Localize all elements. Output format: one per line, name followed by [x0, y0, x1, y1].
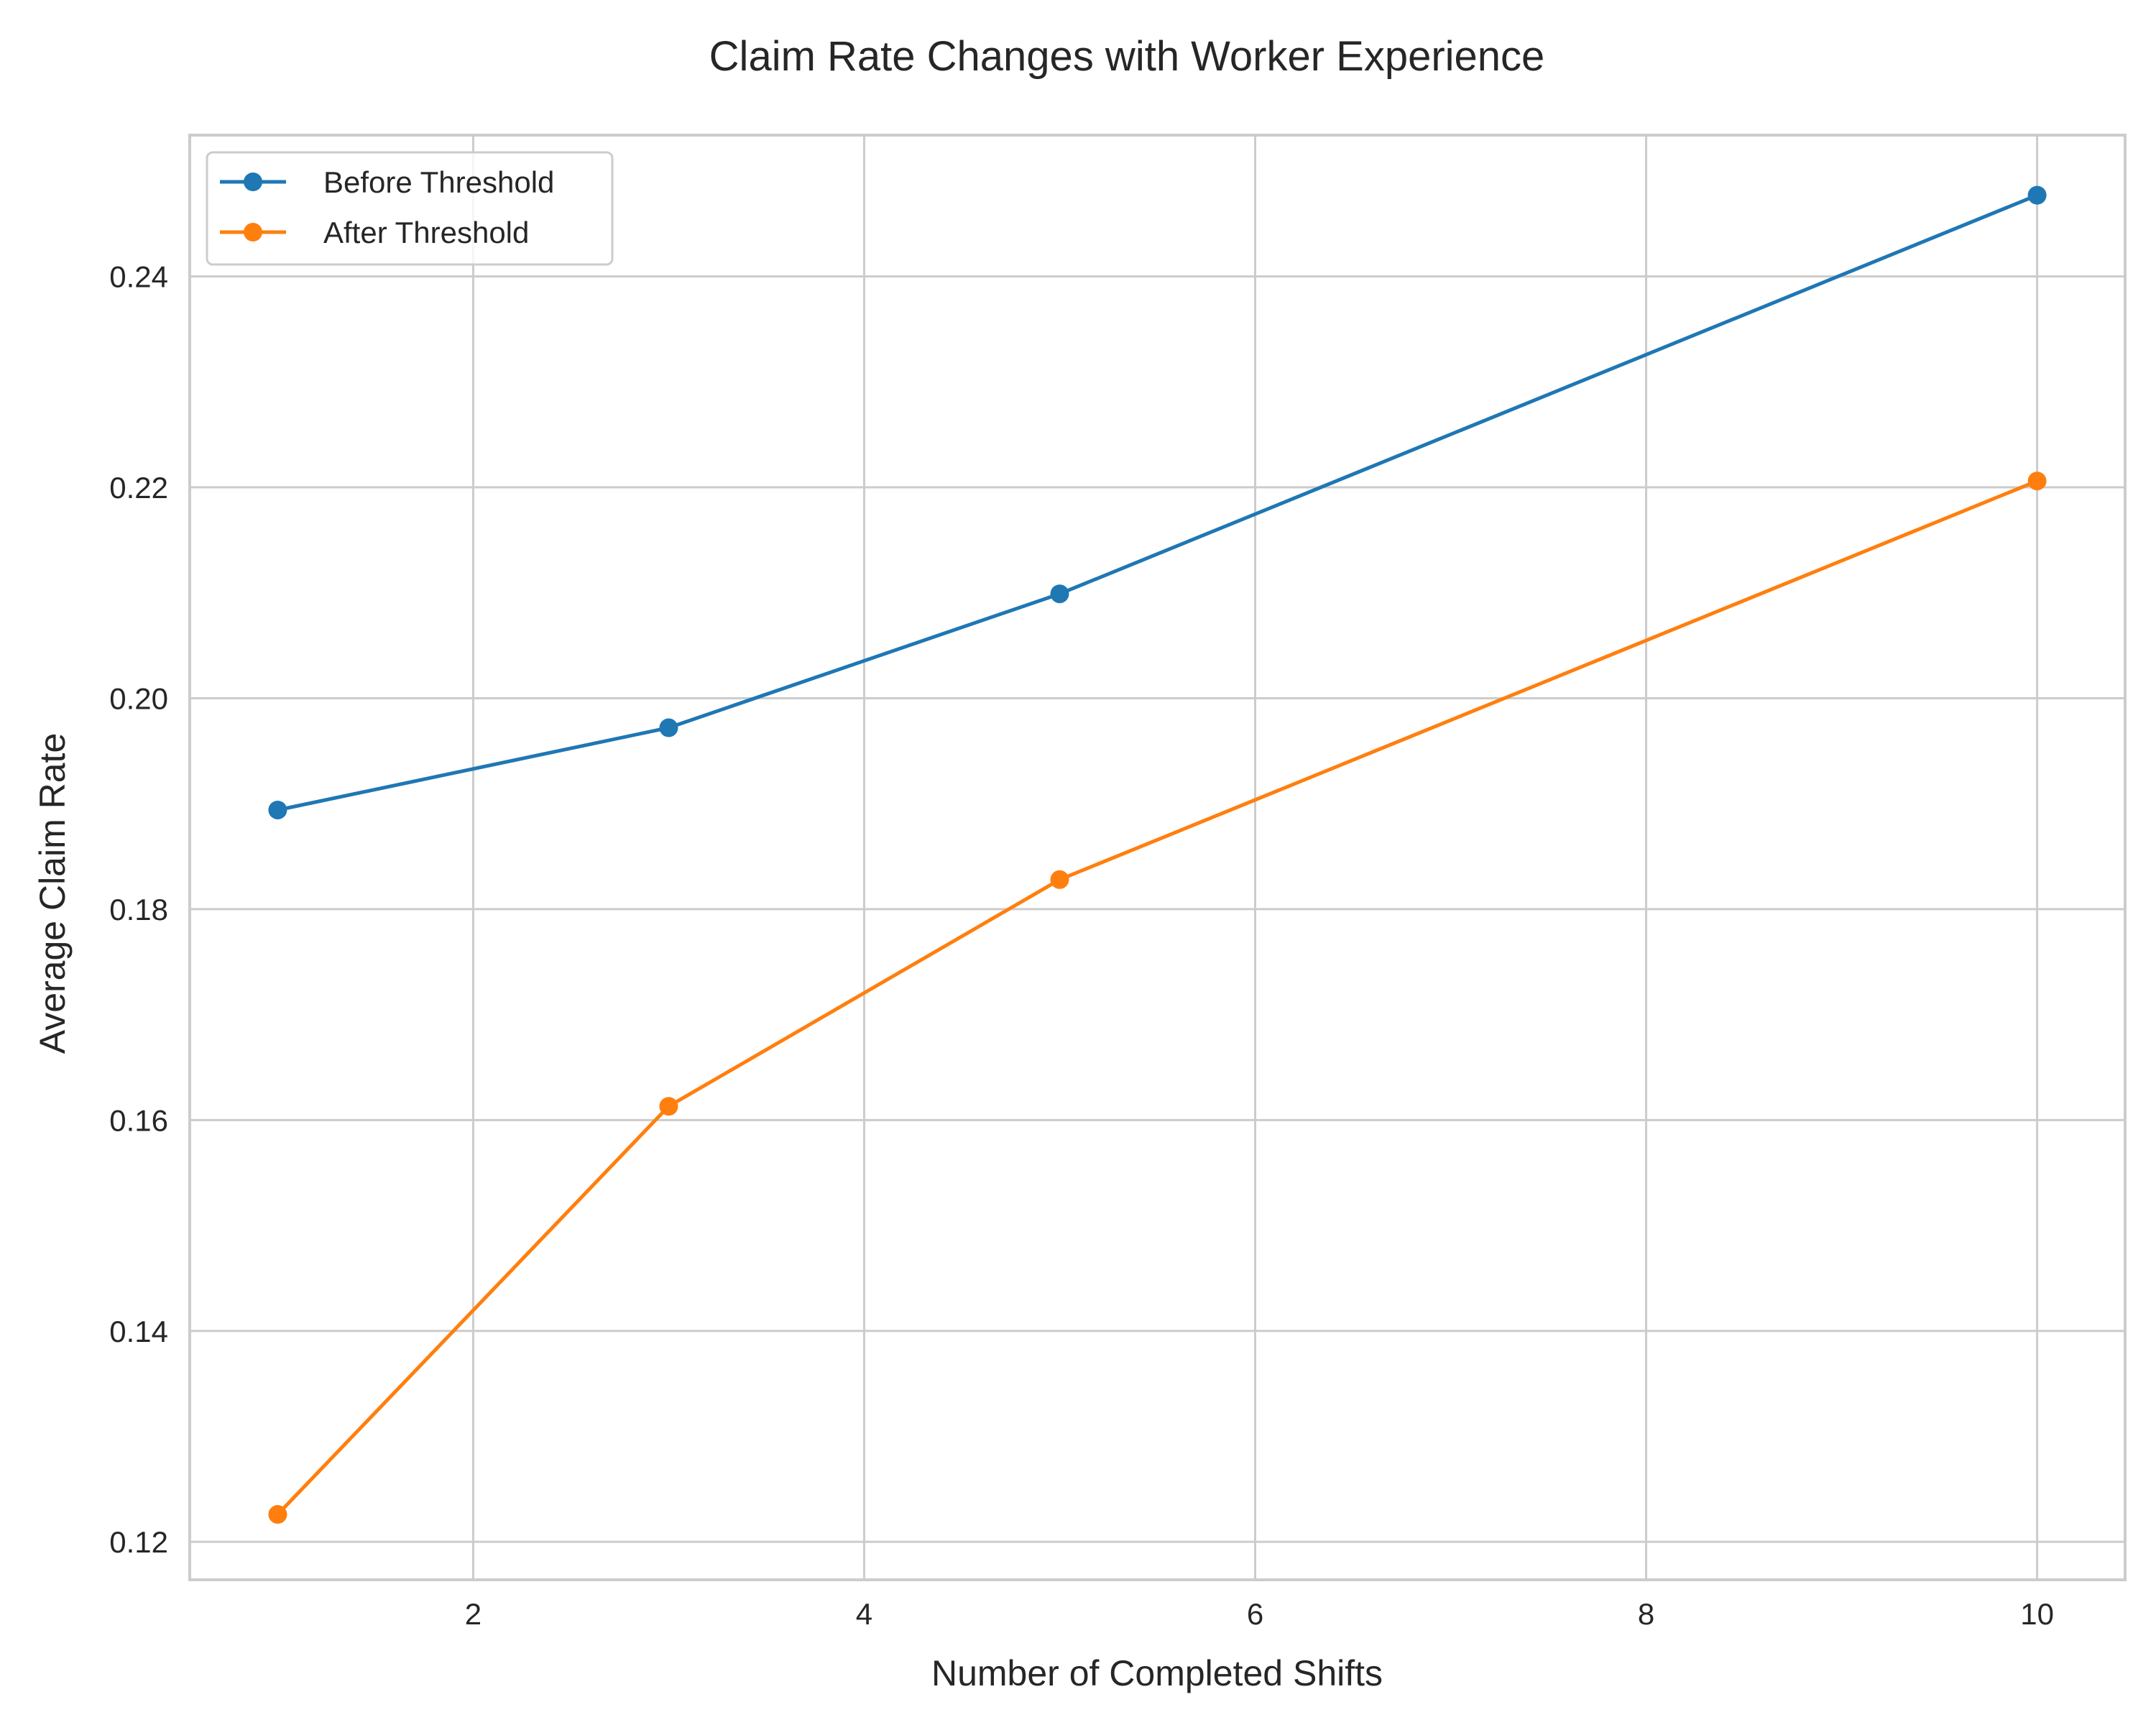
y-tick-label: 0.24 [109, 260, 168, 294]
x-axis-label: Number of Completed Shifts [931, 1653, 1383, 1693]
series-0 [268, 185, 2047, 819]
data-point [2027, 472, 2047, 491]
y-axis-label: Average Claim Rate [32, 733, 73, 1054]
legend-marker [244, 223, 262, 242]
y-tick-label: 0.22 [109, 471, 168, 505]
x-axis-ticks: 2 4 6 8 10 [465, 1597, 2054, 1631]
legend-item: Before Threshold [220, 165, 554, 199]
y-tick-label: 0.12 [109, 1525, 168, 1559]
data-point [268, 1505, 287, 1524]
series-1 [268, 472, 2047, 1524]
legend-item: After Threshold [220, 216, 529, 249]
plot-frame [188, 134, 2127, 1581]
chart-title: Claim Rate Changes with Worker Experienc… [709, 33, 1545, 80]
x-tick-label: 4 [856, 1597, 872, 1631]
data-point [659, 1097, 678, 1116]
y-tick-label: 0.14 [109, 1315, 168, 1348]
legend-box [206, 151, 614, 266]
legend-label: After Threshold [323, 216, 529, 249]
data-point [1050, 870, 1069, 889]
data-point [2027, 185, 2047, 205]
x-tick-label: 6 [1247, 1597, 1263, 1631]
data-series [268, 185, 2047, 1524]
series-line [276, 479, 2038, 1516]
x-tick-label: 10 [2020, 1597, 2054, 1631]
x-tick-label: 2 [465, 1597, 482, 1631]
x-tick-label: 8 [1638, 1597, 1654, 1631]
series-line [277, 193, 2038, 812]
data-point [659, 718, 678, 737]
grid-lines [190, 135, 2125, 1580]
y-tick-label: 0.16 [109, 1103, 168, 1137]
data-point [1050, 584, 1069, 604]
y-tick-label: 0.20 [109, 681, 168, 715]
legend: Before Threshold After Threshold [206, 151, 614, 266]
data-point [268, 800, 287, 819]
legend-label: Before Threshold [323, 165, 554, 199]
y-tick-label: 0.18 [109, 893, 168, 926]
y-axis-ticks: 0.12 0.14 0.16 0.18 0.20 0.22 0.24 [109, 260, 168, 1560]
legend-marker [244, 172, 262, 191]
